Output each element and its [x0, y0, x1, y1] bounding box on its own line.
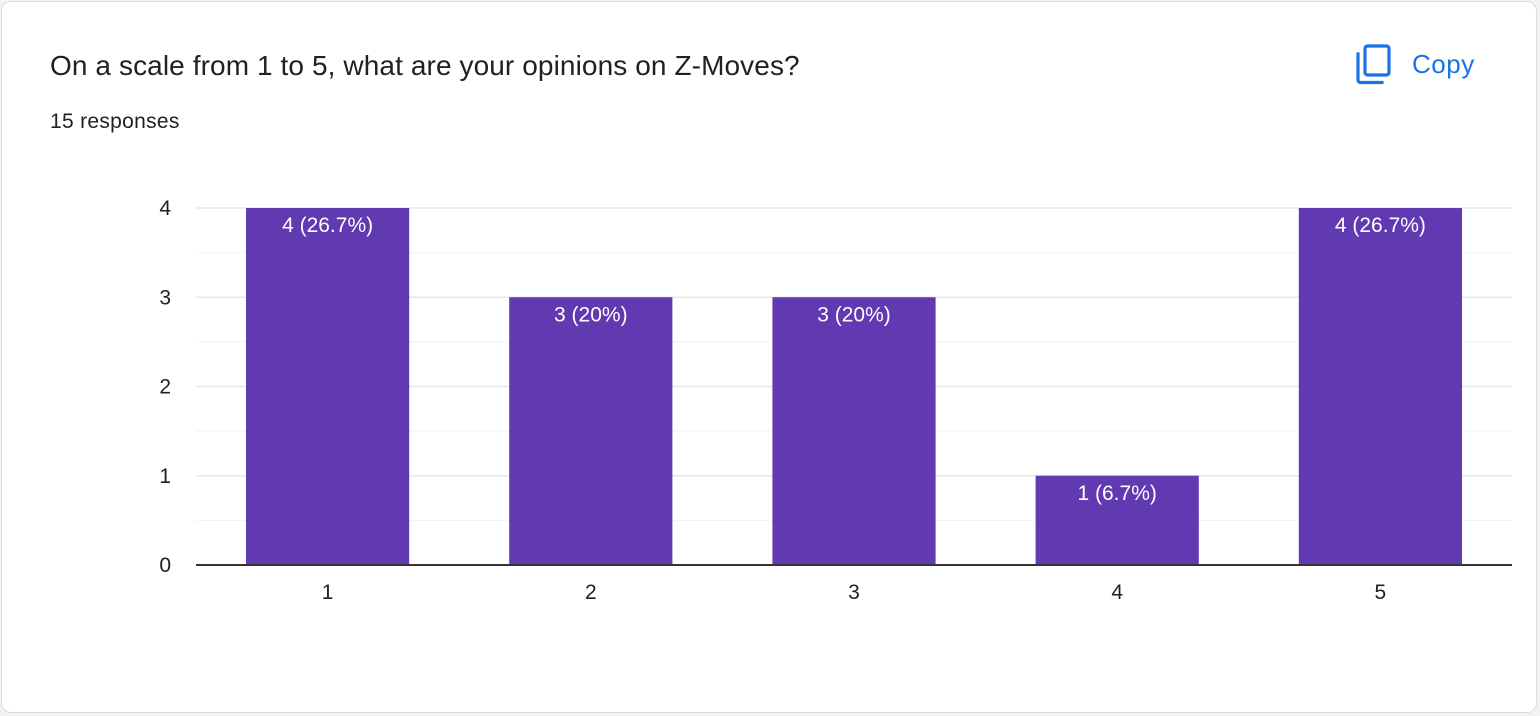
copy-button-label: Copy: [1412, 48, 1475, 79]
y-tick-label: 0: [159, 554, 171, 577]
y-tick-label: 1: [159, 465, 171, 488]
x-tick-label: 4: [1111, 581, 1123, 604]
x-tick-label: 1: [322, 581, 334, 604]
bar[interactable]: [772, 297, 936, 565]
x-tick-label: 3: [848, 581, 860, 604]
y-tick-label: 3: [159, 286, 171, 309]
bar-data-label: 1 (6.7%): [1078, 482, 1157, 505]
y-axis-ticks: 0 1 2 3 4: [159, 197, 171, 577]
x-axis-ticks: 1 2 3 4 5: [322, 581, 1386, 604]
bar[interactable]: [1298, 208, 1462, 565]
chart-bars: [246, 208, 1462, 565]
bar[interactable]: [509, 297, 673, 565]
bar-data-label: 3 (20%): [817, 303, 891, 326]
y-tick-label: 4: [159, 197, 171, 220]
copy-chart-button[interactable]: Copy: [1348, 42, 1481, 86]
bar-data-label: 4 (26.7%): [282, 214, 373, 237]
x-tick-label: 5: [1375, 581, 1387, 604]
bar-data-label: 4 (26.7%): [1335, 214, 1426, 237]
copy-icon: [1356, 44, 1391, 85]
question-title: On a scale from 1 to 5, what are your op…: [50, 50, 800, 81]
response-count: 15 responses: [50, 110, 180, 133]
bar-data-labels: 4 (26.7%) 3 (20%) 3 (20%) 1 (6.7%) 4 (26.7%): [282, 214, 1426, 505]
bar[interactable]: [246, 208, 410, 565]
bar-data-label: 3 (20%): [554, 303, 628, 326]
bar[interactable]: [1035, 475, 1199, 565]
x-tick-label: 2: [585, 581, 597, 604]
y-tick-label: 2: [159, 376, 171, 399]
